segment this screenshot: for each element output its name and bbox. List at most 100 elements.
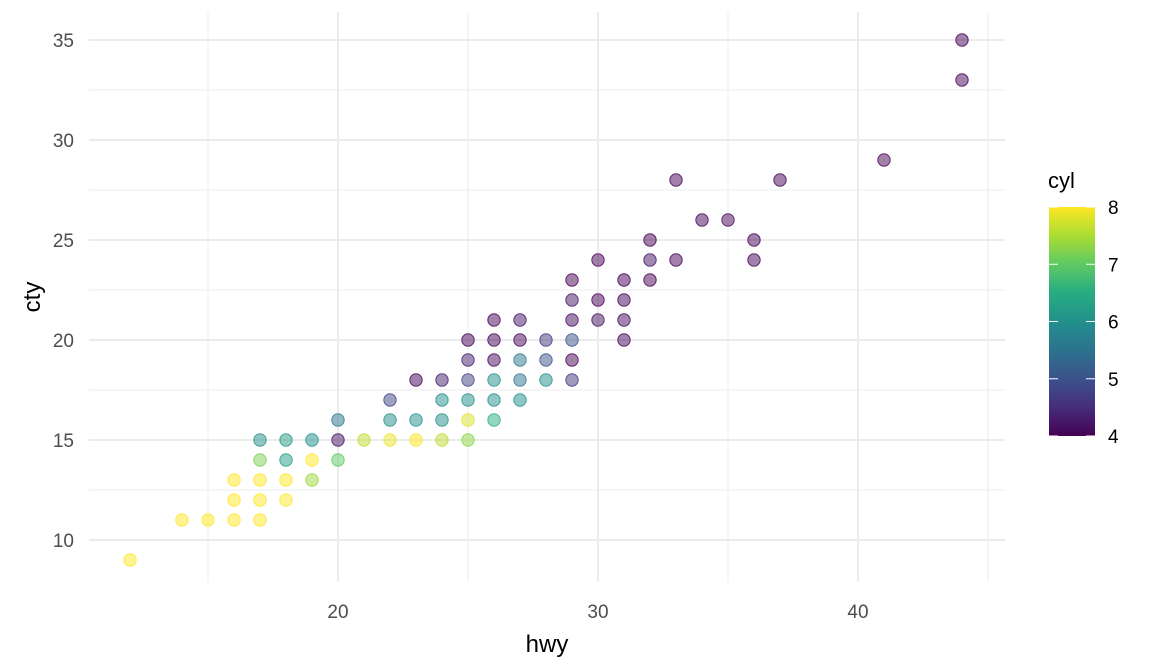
data-point (721, 213, 735, 227)
data-point (279, 433, 293, 447)
data-point (565, 333, 579, 347)
data-point (435, 413, 449, 427)
y-tick-label: 15 (53, 431, 74, 452)
data-point (487, 413, 501, 427)
data-point (513, 373, 527, 387)
x-tick-label: 40 (847, 602, 868, 623)
data-point (461, 433, 475, 447)
data-point (253, 453, 267, 467)
data-point (461, 413, 475, 427)
data-point (227, 513, 241, 527)
data-point (331, 453, 345, 467)
legend-tick-label: 4 (1108, 427, 1119, 448)
data-point (435, 433, 449, 447)
data-point (643, 253, 657, 267)
x-tick-label: 20 (327, 602, 348, 623)
data-point (669, 173, 683, 187)
data-point (539, 333, 553, 347)
data-point (617, 313, 631, 327)
data-point (227, 493, 241, 507)
data-point (461, 333, 475, 347)
data-point (877, 153, 891, 167)
data-point (487, 353, 501, 367)
data-point (487, 393, 501, 407)
data-point (513, 313, 527, 327)
y-tick-label: 20 (53, 331, 74, 352)
data-point (435, 393, 449, 407)
data-point (383, 413, 397, 427)
data-point (409, 433, 423, 447)
data-point (591, 293, 605, 307)
data-point (253, 433, 267, 447)
y-tick-label: 35 (53, 31, 74, 52)
data-point (279, 473, 293, 487)
colorbar-ticks: 4 5 6 7 8 (1049, 198, 1119, 448)
y-tick-label: 25 (53, 231, 74, 252)
data-point (435, 373, 449, 387)
data-point (591, 313, 605, 327)
data-point (955, 33, 969, 47)
y-axis-title: cty (19, 282, 46, 313)
x-axis-title: hwy (526, 631, 569, 658)
data-point (643, 233, 657, 247)
color-legend: cyl 4 5 6 7 8 (1048, 168, 1119, 448)
data-point (175, 513, 189, 527)
legend-tick-label: 8 (1108, 198, 1119, 219)
data-point (409, 413, 423, 427)
data-point (513, 393, 527, 407)
data-point (565, 353, 579, 367)
data-point (279, 453, 293, 467)
data-point (643, 273, 657, 287)
data-point (955, 73, 969, 87)
data-point (565, 313, 579, 327)
data-points (123, 33, 969, 567)
x-tick-label: 30 (587, 602, 608, 623)
data-point (461, 393, 475, 407)
legend-tick-label: 7 (1108, 255, 1119, 276)
data-point (487, 373, 501, 387)
data-point (695, 213, 709, 227)
data-point (565, 273, 579, 287)
legend-title: cyl (1048, 168, 1075, 193)
data-point (227, 473, 241, 487)
x-axis-ticks: 20 30 40 (327, 602, 868, 623)
y-tick-label: 10 (53, 531, 74, 552)
data-point (305, 473, 319, 487)
data-point (617, 273, 631, 287)
data-point (461, 353, 475, 367)
data-point (513, 333, 527, 347)
data-point (539, 353, 553, 367)
data-point (487, 313, 501, 327)
data-point (201, 513, 215, 527)
data-point (123, 553, 137, 567)
data-point (461, 373, 475, 387)
data-point (305, 453, 319, 467)
data-point (617, 333, 631, 347)
y-axis-ticks: 10 15 20 25 30 35 (53, 31, 74, 552)
data-point (747, 253, 761, 267)
data-point (539, 373, 553, 387)
legend-tick-label: 6 (1108, 313, 1119, 334)
data-point (591, 253, 605, 267)
data-point (487, 333, 501, 347)
y-tick-label: 30 (53, 131, 74, 152)
data-point (773, 173, 787, 187)
data-point (409, 373, 423, 387)
data-point (279, 493, 293, 507)
data-point (513, 353, 527, 367)
data-point (331, 413, 345, 427)
legend-tick-label: 5 (1108, 370, 1119, 391)
data-point (383, 393, 397, 407)
data-point (253, 493, 267, 507)
data-point (331, 433, 345, 447)
data-point (383, 433, 397, 447)
data-point (253, 473, 267, 487)
data-point (305, 433, 319, 447)
data-point (357, 433, 371, 447)
data-point (669, 253, 683, 267)
data-point (565, 373, 579, 387)
data-point (565, 293, 579, 307)
data-point (617, 293, 631, 307)
grid-lines (89, 12, 1005, 582)
